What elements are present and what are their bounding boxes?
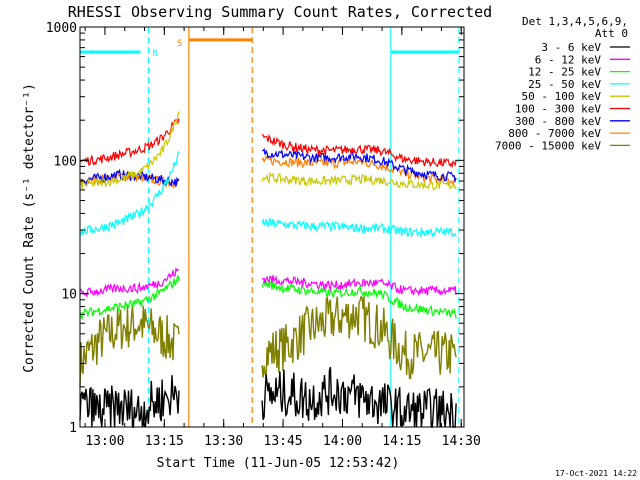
legend-label-3: 25 - 50 keV <box>528 78 601 91</box>
x-tick-label-4: 14:00 <box>323 434 362 449</box>
series-line-4-seg-1 <box>261 171 457 191</box>
legend-header-0: Det 1,3,4,5,6,9, <box>522 15 628 28</box>
legend-header-1: Att 0 <box>595 27 628 40</box>
series-line-8-seg-0 <box>79 304 180 388</box>
x-tick-label-2: 13:30 <box>204 434 243 449</box>
series-line-3-seg-0 <box>79 150 180 236</box>
legend-label-7: 800 - 7000 keV <box>508 127 601 140</box>
legend-label-4: 50 - 100 keV <box>522 90 602 103</box>
series-line-0-seg-1 <box>261 366 457 428</box>
y-axis-label: Corrected Count Rate (s⁻¹ detector⁻¹) <box>22 83 37 373</box>
night-label: N <box>152 49 157 59</box>
series-line-4-seg-0 <box>79 111 180 190</box>
legend-label-8: 7000 - 15000 keV <box>495 139 601 152</box>
series-line-0-seg-0 <box>79 375 180 428</box>
legend-label-6: 300 - 800 keV <box>515 115 601 128</box>
saa-label: S <box>177 39 182 49</box>
y-tick-label-2: 100 <box>54 154 77 169</box>
footer-timestamp: 17-Oct-2021 14:22 <box>555 469 637 478</box>
series-line-2-seg-1 <box>261 279 457 319</box>
x-tick-label-3: 13:45 <box>264 434 303 449</box>
series-line-5-seg-1 <box>261 133 457 169</box>
axes: 13:00 13:15 13:30 13:45 14:00 14:15 14:30 1 10 10… <box>46 21 481 449</box>
x-axis-label: Start Time (11-Jun-05 12:53:42) <box>157 456 400 471</box>
x-tick-label-5: 14:15 <box>382 434 421 449</box>
chart-title: RHESSI Observing Summary Count Rates, Co… <box>68 3 492 21</box>
series-line-6-seg-1 <box>262 147 457 184</box>
series-line-5-seg-0 <box>79 118 180 166</box>
series-line-7-seg-1 <box>261 154 457 186</box>
y-tick-label-0: 1 <box>69 421 77 436</box>
series-line-1-seg-1 <box>261 274 457 297</box>
legend-label-0: 3 - 6 keV <box>541 41 601 54</box>
legend-label-5: 100 - 300 keV <box>515 103 601 116</box>
series-line-1-seg-0 <box>79 266 180 299</box>
y-tick-label-3: 1000 <box>46 21 77 36</box>
series-line-6-seg-0 <box>79 168 180 187</box>
y-tick-label-1: 10 <box>61 288 77 303</box>
series-line-8-seg-1 <box>261 295 457 380</box>
x-tick-label-1: 13:15 <box>145 434 184 449</box>
annotations: NS <box>79 27 460 427</box>
series-line-3-seg-1 <box>261 216 457 239</box>
plot-frame <box>79 26 465 428</box>
x-tick-label-6: 14:30 <box>442 434 481 449</box>
x-tick-label-0: 13:00 <box>85 434 124 449</box>
series-line-2-seg-0 <box>79 275 180 321</box>
legend-label-2: 12 - 25 keV <box>528 66 601 79</box>
legend-label-1: 6 - 12 keV <box>535 53 602 66</box>
series-layer <box>79 111 457 428</box>
